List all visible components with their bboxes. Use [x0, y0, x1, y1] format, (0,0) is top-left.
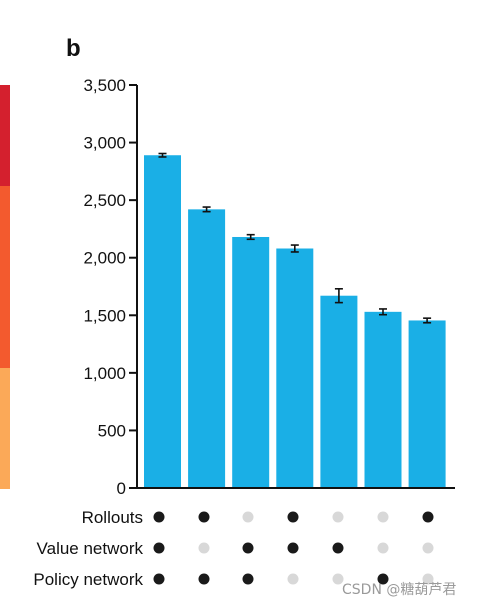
y-tick-label: 1,500	[83, 306, 126, 325]
watermark: CSDN @糖葫芦君	[342, 582, 457, 598]
y-tick-label: 2,500	[83, 191, 126, 210]
bars	[144, 155, 446, 489]
dot-on	[198, 573, 210, 585]
dot-off	[198, 542, 210, 554]
y-axis: 0 500 1,000 1,500 2,000 2,500 3,000 3,500	[83, 76, 138, 498]
y-tick-label: 0	[117, 479, 126, 498]
dot-off	[332, 573, 344, 585]
row-label: Rollouts	[82, 508, 143, 527]
config-rows: Rollouts Value network Policy network	[33, 508, 434, 589]
bar	[408, 320, 446, 488]
dot-on	[153, 573, 165, 585]
dot-off	[332, 511, 344, 523]
row-label: Value network	[37, 539, 144, 558]
dot-on	[287, 511, 299, 523]
dot-off	[287, 573, 299, 585]
dot-off	[422, 542, 434, 554]
bar	[144, 155, 181, 489]
y-tick-label: 3,500	[83, 76, 126, 95]
dot-on	[332, 542, 344, 554]
y-tick-label: 500	[98, 421, 126, 440]
error-bars	[158, 152, 432, 324]
dot-on	[153, 511, 165, 523]
panel-label: b	[66, 35, 81, 62]
bar	[188, 209, 226, 488]
dot-on	[242, 542, 254, 554]
dot-off	[422, 573, 434, 585]
dot-on	[153, 542, 165, 554]
dot-off	[377, 542, 389, 554]
y-tick-label: 2,000	[83, 249, 126, 268]
bar	[232, 236, 270, 488]
dot-on	[287, 542, 299, 554]
bar	[364, 311, 402, 488]
dot-off	[242, 511, 254, 523]
y-tick-label: 1,000	[83, 364, 126, 383]
dot-on	[422, 511, 434, 523]
color-scale-strip	[0, 85, 10, 489]
dot-on	[377, 573, 389, 585]
bar	[276, 248, 314, 488]
bar	[320, 295, 358, 488]
dot-off	[377, 511, 389, 523]
dot-on	[198, 511, 210, 523]
row-label: Policy network	[33, 570, 143, 589]
y-tick-label: 3,000	[83, 134, 126, 153]
dot-on	[242, 573, 254, 585]
